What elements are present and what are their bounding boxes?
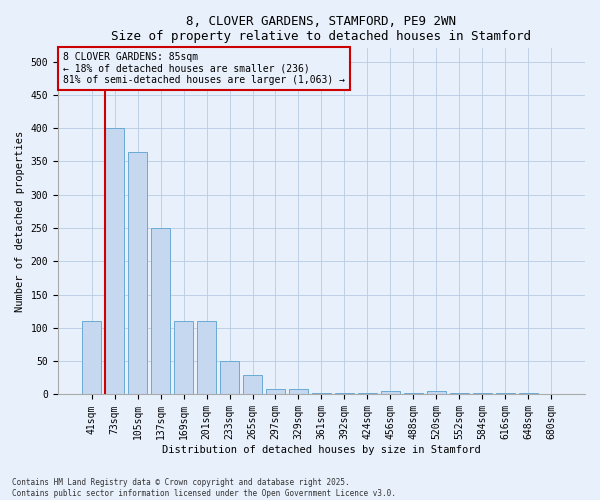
Bar (151, 228, 170, 394)
Bar (289, 389, 308, 394)
Bar (311, 393, 331, 394)
Bar (335, 393, 354, 394)
Bar (243, 374, 262, 394)
Y-axis label: Number of detached properties: Number of detached properties (15, 131, 25, 312)
Title: 8, CLOVER GARDENS, STAMFORD, PE9 2WN
Size of property relative to detached house: 8, CLOVER GARDENS, STAMFORD, PE9 2WN Siz… (112, 15, 532, 43)
Bar (128, 152, 148, 394)
Bar (473, 393, 492, 394)
Bar (174, 322, 193, 394)
Bar (105, 128, 124, 394)
Bar (427, 391, 446, 394)
Bar (197, 322, 217, 394)
Bar (380, 391, 400, 394)
Bar (358, 393, 377, 394)
Bar (82, 322, 101, 394)
Bar (496, 393, 515, 394)
Bar (518, 393, 538, 394)
X-axis label: Distribution of detached houses by size in Stamford: Distribution of detached houses by size … (162, 445, 481, 455)
Bar (220, 361, 239, 394)
Bar (404, 393, 423, 394)
Bar (449, 393, 469, 394)
Text: 8 CLOVER GARDENS: 85sqm
← 18% of detached houses are smaller (236)
81% of semi-d: 8 CLOVER GARDENS: 85sqm ← 18% of detache… (63, 52, 345, 85)
Bar (266, 389, 285, 394)
Text: Contains HM Land Registry data © Crown copyright and database right 2025.
Contai: Contains HM Land Registry data © Crown c… (12, 478, 396, 498)
